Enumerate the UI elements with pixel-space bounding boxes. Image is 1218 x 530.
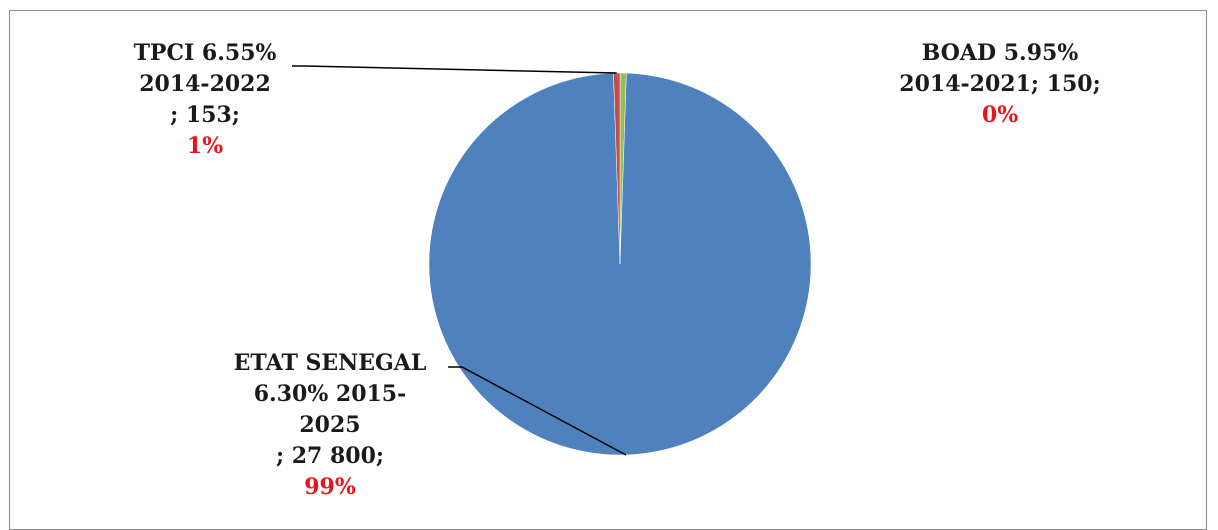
label-tpci-line2: 2014-2022 (139, 71, 271, 97)
label-boad-percent: 0% (981, 102, 1019, 128)
label-tpci: TPCI 6.55% 2014-2022 ; 153; 1% (120, 38, 290, 162)
label-etat: ETAT SENEGAL 6.30% 2015- 2025 ; 27 800; … (215, 348, 445, 503)
label-tpci-line1: TPCI 6.55% (133, 40, 277, 66)
leader-line-etat (448, 366, 627, 456)
label-boad: BOAD 5.95% 2014-2021; 150; 0% (880, 38, 1120, 131)
label-etat-percent: 99% (304, 474, 356, 500)
label-tpci-line3: ; 153; (170, 102, 240, 128)
label-etat-line1: ETAT SENEGAL (233, 350, 427, 376)
label-tpci-percent: 1% (186, 133, 224, 159)
label-boad-line1: BOAD 5.95% (921, 40, 1079, 66)
slice-etat-senegal (428, 72, 812, 456)
label-etat-line4: ; 27 800; (275, 443, 385, 469)
label-etat-line2: 6.30% 2015- (253, 381, 407, 407)
pie-chart (292, 65, 812, 456)
label-etat-line3: 2025 (299, 412, 361, 438)
label-boad-line2: 2014-2021; 150; (899, 71, 1101, 97)
leader-line-tpci (292, 65, 617, 74)
